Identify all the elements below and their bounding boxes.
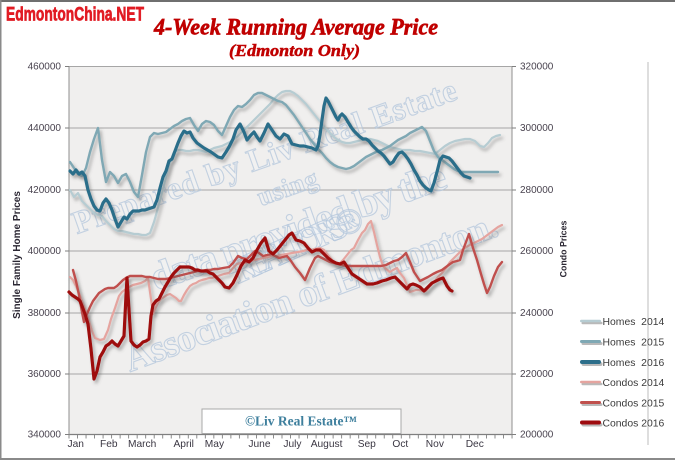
svg-text:360000: 360000 [28,369,62,380]
svg-text:4-Week Running Average Price: 4-Week Running Average Price [153,15,438,41]
svg-text:220000: 220000 [520,369,554,380]
svg-text:200000: 200000 [520,430,554,441]
svg-text:Single Family Home Prices: Single Family Home Prices [12,191,23,319]
svg-text:400000: 400000 [28,246,62,257]
svg-text:Dec: Dec [466,439,484,450]
svg-text:340000: 340000 [28,430,62,441]
svg-text:Feb: Feb [100,439,118,450]
svg-text:Condos 2016: Condos 2016 [603,419,665,430]
svg-text:EdmontonChina.NET: EdmontonChina.NET [6,4,144,26]
svg-text:June: June [248,439,270,450]
svg-text:Homes 2015: Homes 2015 [603,338,665,349]
svg-text:Sep: Sep [358,439,376,450]
svg-text:240000: 240000 [520,308,554,319]
svg-text:280000: 280000 [520,185,554,196]
svg-text:Oct: Oct [392,439,408,450]
svg-text:300000: 300000 [520,123,554,134]
svg-text:260000: 260000 [520,246,554,257]
svg-text:420000: 420000 [28,185,62,196]
svg-text:440000: 440000 [28,123,62,134]
svg-text:Condos 2015: Condos 2015 [603,399,665,410]
svg-text:Homes 2014: Homes 2014 [603,317,665,328]
svg-text:380000: 380000 [28,308,62,319]
svg-text:460000: 460000 [28,62,62,73]
svg-text:May: May [205,439,225,450]
svg-text:320000: 320000 [520,62,554,73]
svg-text:April: April [174,439,194,450]
svg-text:©Liv Real Estate™: ©Liv Real Estate™ [245,414,357,429]
svg-text:Nov: Nov [426,439,445,450]
svg-text:(Edmonton Only): (Edmonton Only) [229,41,360,60]
svg-text:July: July [283,439,302,450]
svg-text:Jan: Jan [68,439,84,450]
svg-text:Condos 2014: Condos 2014 [603,378,665,389]
svg-text:Condo Prices: Condo Prices [559,221,569,278]
svg-text:Homes 2016: Homes 2016 [603,358,665,369]
svg-text:March: March [128,439,156,450]
svg-text:August: August [311,439,343,450]
